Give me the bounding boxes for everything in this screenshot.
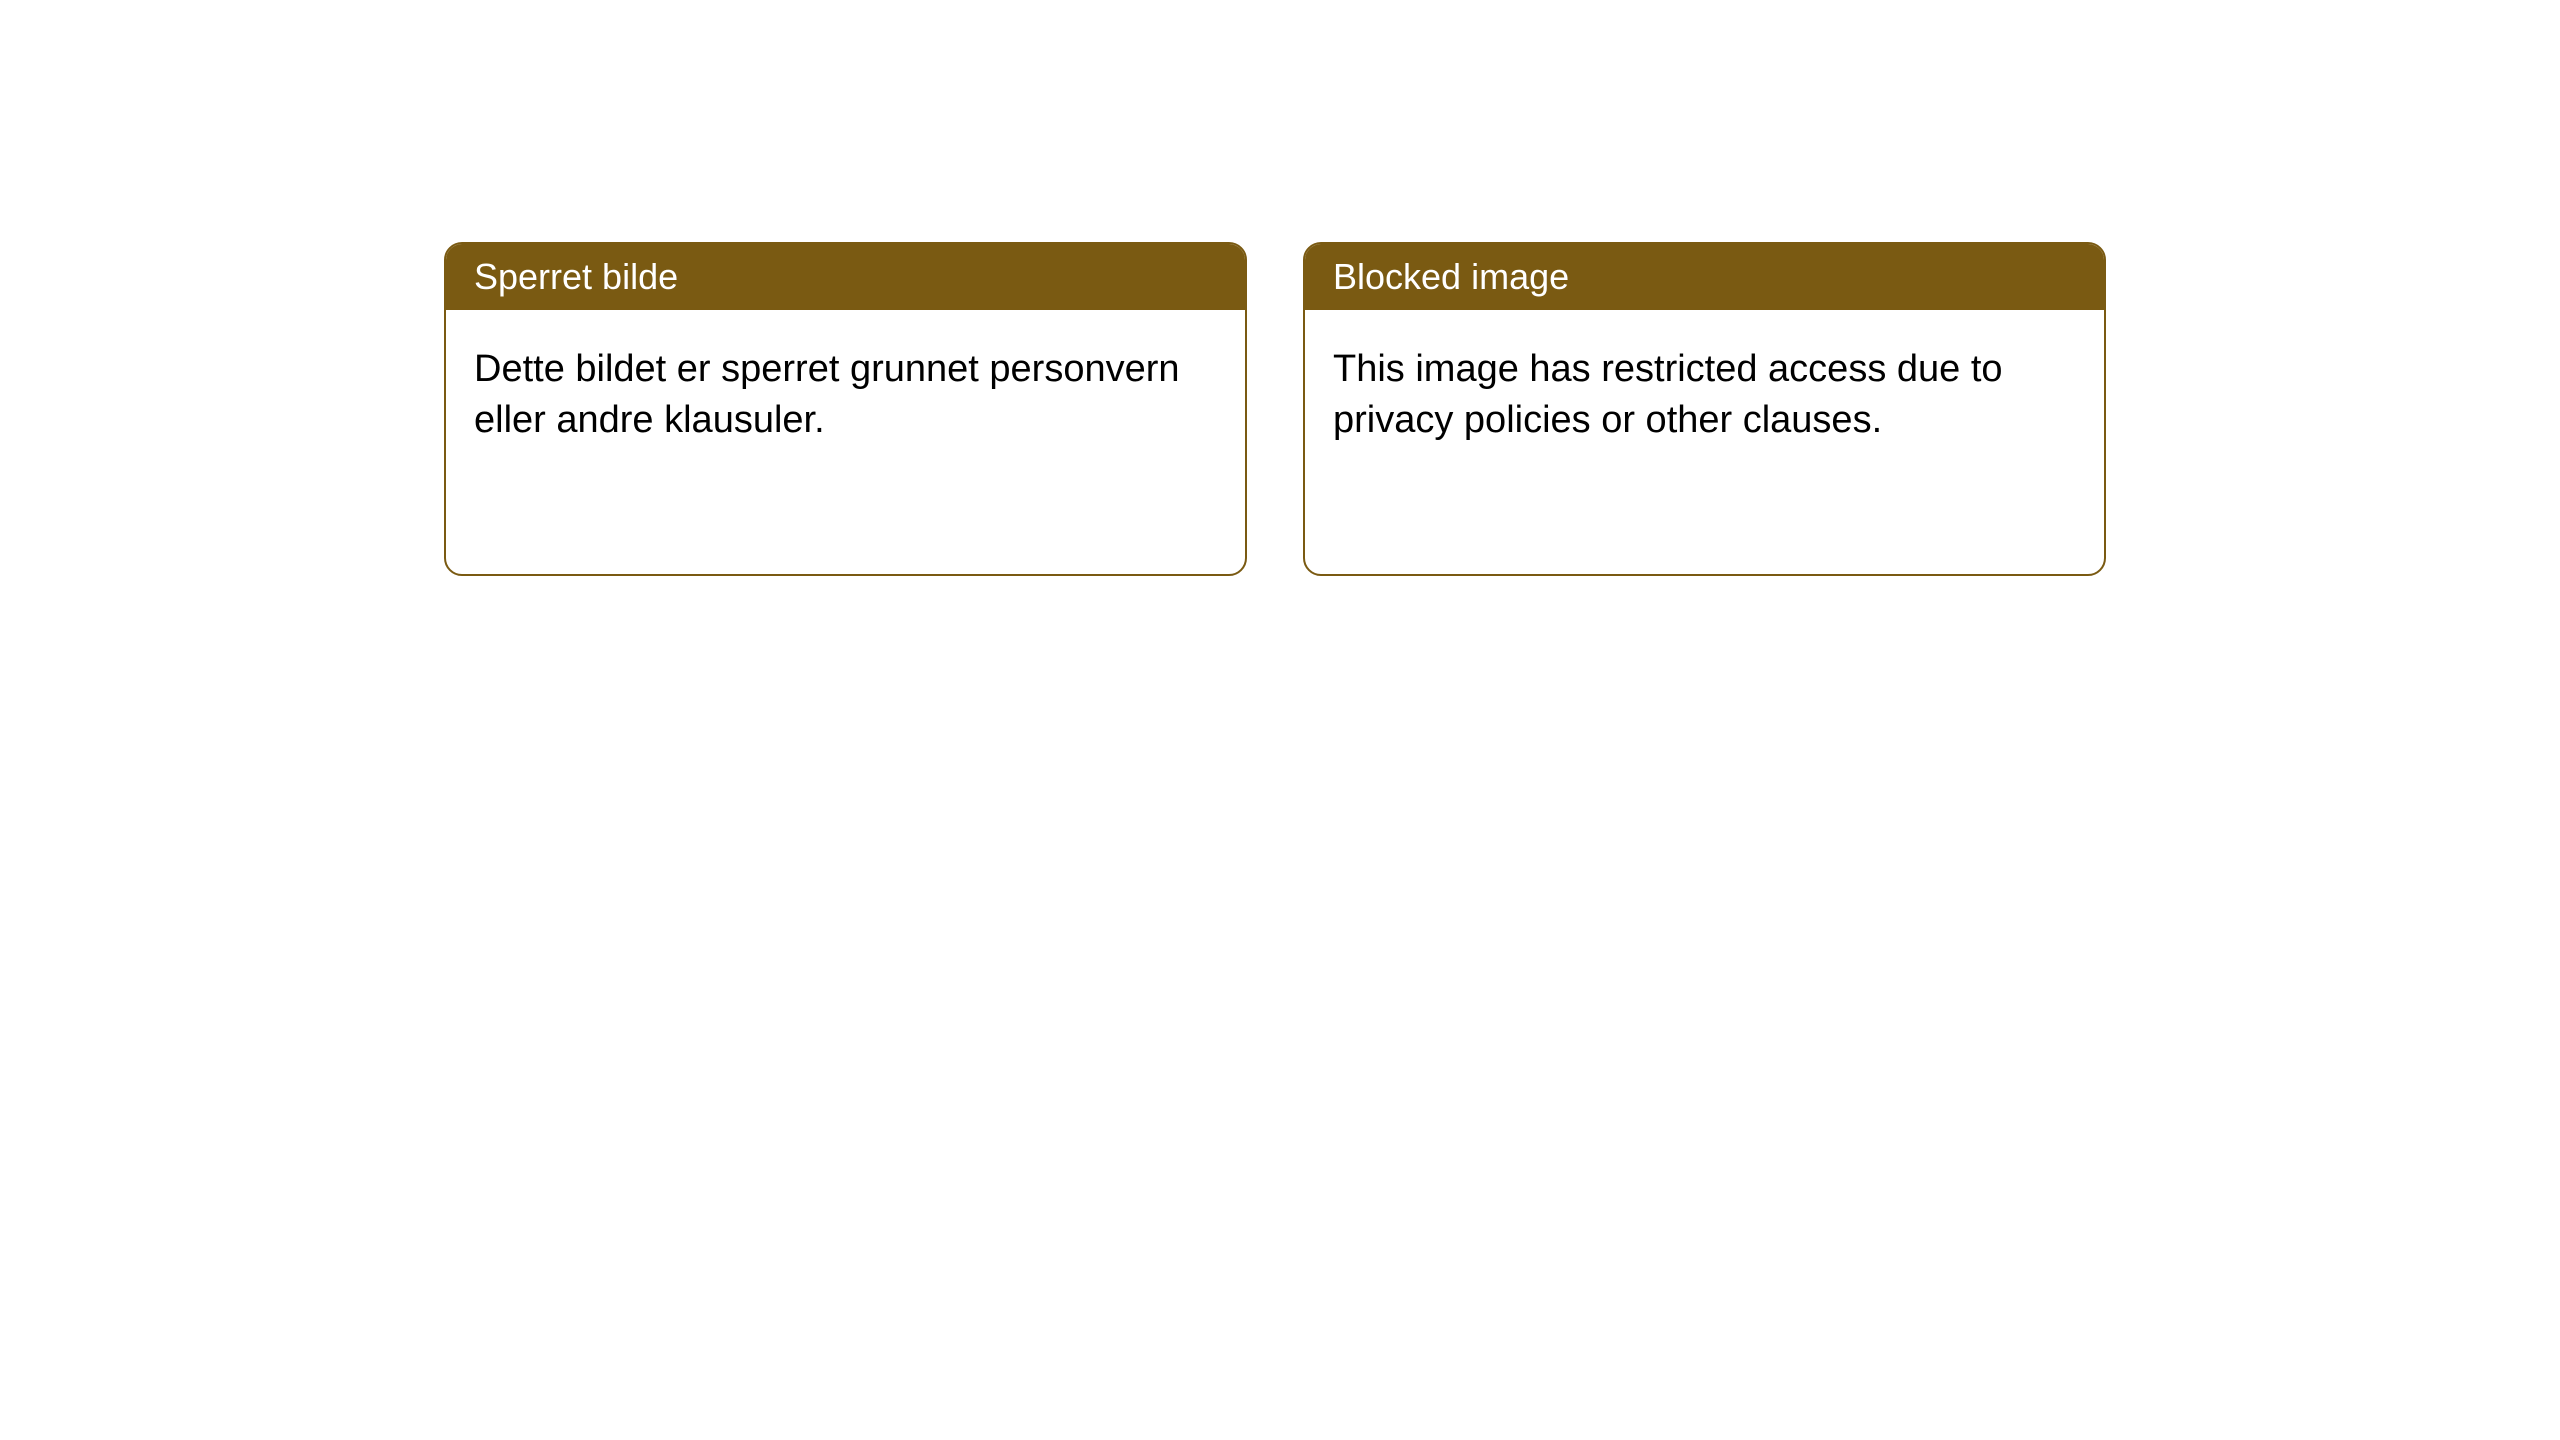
card-title: Blocked image [1333, 256, 1569, 297]
card-body-text: Dette bildet er sperret grunnet personve… [474, 348, 1180, 441]
card-body-text: This image has restricted access due to … [1333, 348, 2003, 441]
card-header: Blocked image [1305, 244, 2104, 310]
card-body: Dette bildet er sperret grunnet personve… [446, 310, 1245, 481]
card-container: Sperret bilde Dette bildet er sperret gr… [0, 0, 2560, 576]
blocked-image-card-en: Blocked image This image has restricted … [1303, 242, 2106, 576]
card-header: Sperret bilde [446, 244, 1245, 310]
blocked-image-card-no: Sperret bilde Dette bildet er sperret gr… [444, 242, 1247, 576]
card-body: This image has restricted access due to … [1305, 310, 2104, 481]
card-title: Sperret bilde [474, 256, 678, 297]
